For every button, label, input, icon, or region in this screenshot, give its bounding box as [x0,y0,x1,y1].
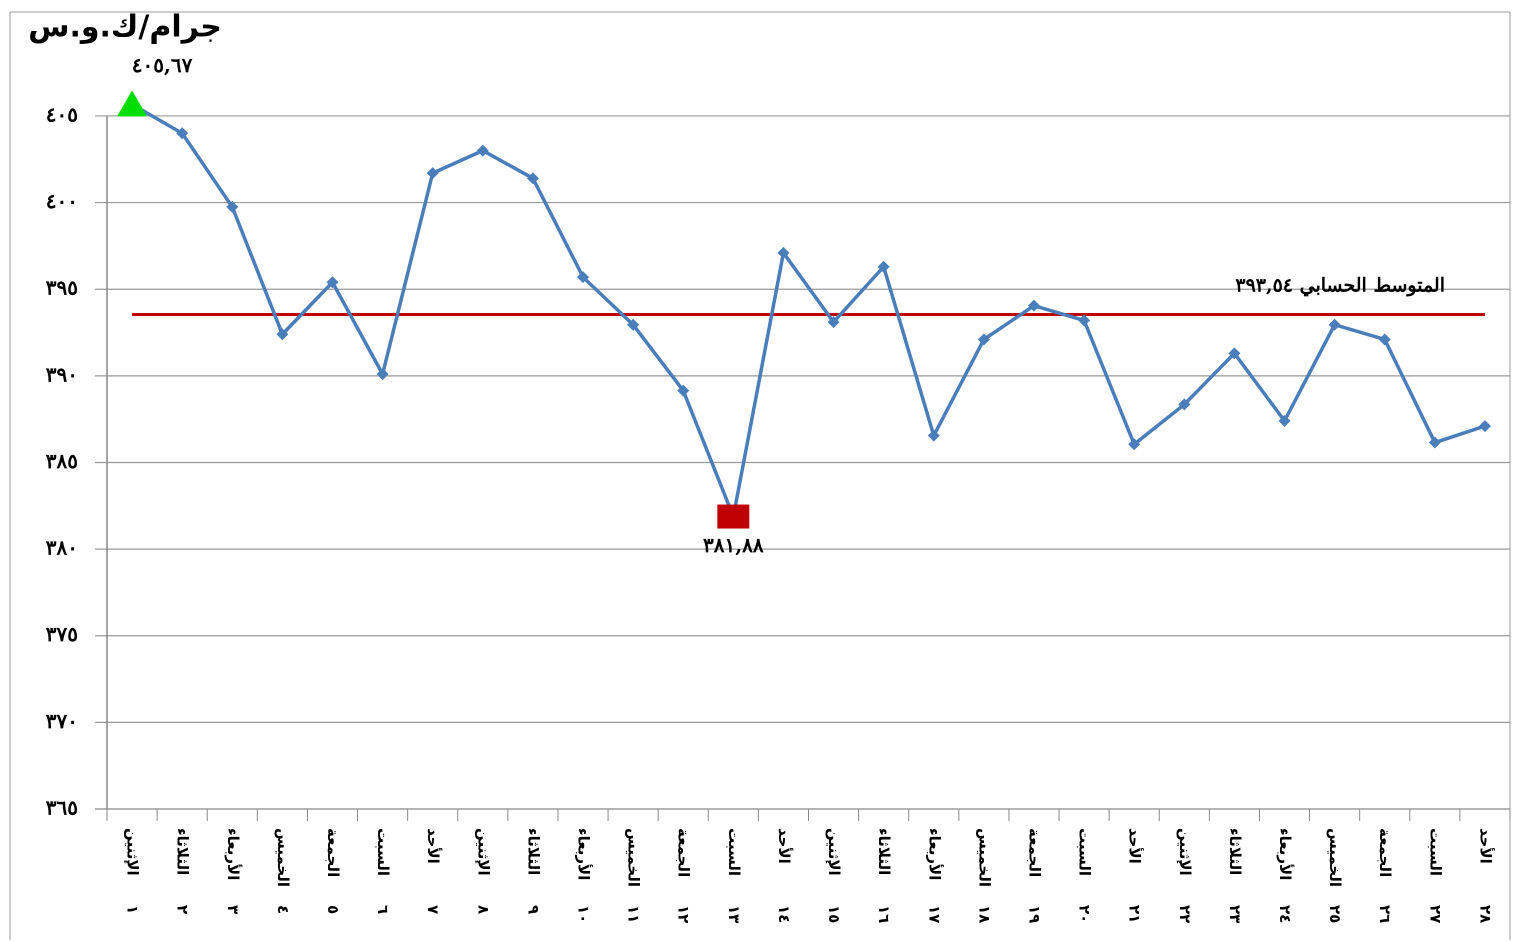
x-tick-number: ٤ [274,905,292,914]
mean-label: المتوسط الحسابي ٣٩٣,٥٤ [1235,275,1445,298]
data-point [276,328,289,341]
data-point [677,384,690,397]
x-tick-label: الأربعاء [925,828,943,880]
max-marker [117,90,148,117]
data-point [1078,314,1091,327]
x-tick-number: ٢٠ [1076,905,1094,923]
x-tick-number: ١٨ [975,905,993,923]
y-tick-label: ٣٧٠ [46,709,78,733]
x-tick-number: ٢٧ [1426,905,1444,923]
x-tick-number: ١٧ [925,905,943,923]
x-tick-number: ١٣ [725,905,743,923]
min-marker [717,504,750,529]
data-point [476,144,489,157]
x-tick-label: الأحد [775,828,793,864]
x-tick-label: الخميس [625,828,643,887]
x-tick-number: ٧ [424,905,442,914]
data-line [131,102,1486,523]
data-point [1027,299,1040,312]
x-tick-number: ١٤ [775,905,793,923]
x-tick-label: الجمعة [1025,828,1043,877]
x-tick-label: الأحد [1126,828,1144,864]
data-point [827,316,840,329]
x-tick-number: ١٦ [875,905,893,923]
x-tick-label: الجمعة [324,828,342,877]
x-tick-label: الخميس [1326,828,1344,887]
data-point [1478,420,1491,433]
x-tick-label: الخميس [274,828,292,887]
y-tick-label: ٣٨٠ [46,536,78,560]
x-tick-number: ١٥ [825,905,843,923]
data-point [877,260,890,273]
data-point [777,246,790,259]
x-tick-number: ٣ [224,905,242,914]
data-point [226,200,239,213]
data-point [977,333,990,346]
y-tick-label: ٣٦٥ [46,796,78,820]
data-point [1178,398,1191,411]
x-tick-number: ٩ [524,905,542,914]
x-tick-number: ٢ [174,905,192,914]
x-tick-label: السبت [1426,828,1444,876]
x-tick-number: ٥ [324,905,342,914]
x-tick-number: ١٠ [575,905,593,923]
x-tick-number: ٦ [374,905,392,914]
x-tick-label: السبت [374,828,392,876]
x-tick-label: الإثنين [474,828,492,876]
x-tick-label: الثلاثاء [1226,828,1244,875]
x-tick-number: ٢٥ [1326,905,1344,923]
x-tick-number: ٢٢ [1176,905,1194,923]
data-point [1128,438,1141,451]
data-point [1328,318,1341,331]
x-tick-label: الأربعاء [575,828,593,880]
x-tick-label: الأربعاء [1276,828,1294,880]
x-tick-label: الأربعاء [224,828,242,880]
x-tick-label: الثلاثاء [875,828,893,875]
x-tick-label: السبت [1076,828,1094,876]
x-tick-label: السبت [725,828,743,876]
x-tick-label: الأحد [424,828,442,864]
x-tick-number: ١٢ [675,905,693,923]
x-tick-label: الثلاثاء [524,828,542,875]
data-point [577,271,590,284]
x-tick-label: الأحد [1476,828,1494,864]
data-point [426,167,439,180]
y-axis-label: جرام/ك.و.س [28,10,222,45]
data-point [526,172,539,185]
x-tick-number: ٢٤ [1276,905,1294,923]
data-point [176,127,189,140]
data-point [1228,347,1241,360]
data-point [927,429,940,442]
value-label: ٣٨١,٨٨ [703,533,764,557]
x-tick-label: الإثنين [825,828,843,876]
x-tick-number: ١ [124,905,142,914]
data-point [627,318,640,331]
x-tick-number: ٢٨ [1476,905,1494,923]
x-tick-label: الإثنين [124,828,142,876]
y-tick-label: ٤٠٥ [46,102,78,126]
x-tick-number: ٢٣ [1226,905,1244,923]
y-tick-label: ٣٩٥ [46,276,78,300]
x-tick-label: الجمعة [675,828,693,877]
x-tick-label: الجمعة [1376,828,1394,877]
data-point [1278,414,1291,427]
data-point [376,368,389,381]
x-tick-number: ٢٦ [1376,905,1394,923]
x-tick-label: الثلاثاء [174,828,192,875]
x-tick-number: ٢١ [1126,905,1144,923]
y-tick-label: ٤٠٠ [46,189,78,213]
x-tick-number: ١١ [625,905,643,923]
y-tick-label: ٣٨٥ [46,449,78,473]
data-point [326,276,339,289]
value-label: ٤٠٥,٦٧ [132,53,193,77]
x-tick-number: ١٩ [1025,905,1043,923]
data-point [1378,333,1391,346]
x-tick-number: ٨ [474,905,492,914]
y-tick-label: ٣٩٠ [46,362,78,386]
y-tick-label: ٣٧٥ [46,622,78,646]
x-tick-label: الإثنين [1176,828,1194,876]
x-tick-label: الخميس [975,828,993,887]
data-point [1428,436,1441,449]
